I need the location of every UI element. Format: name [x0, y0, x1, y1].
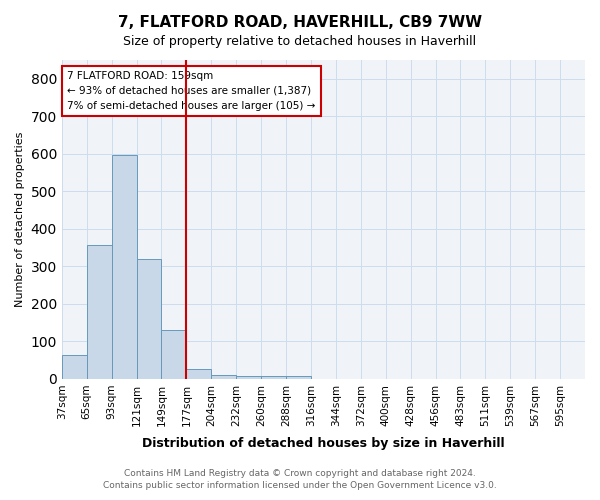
Text: Size of property relative to detached houses in Haverhill: Size of property relative to detached ho…	[124, 35, 476, 48]
Text: 7, FLATFORD ROAD, HAVERHILL, CB9 7WW: 7, FLATFORD ROAD, HAVERHILL, CB9 7WW	[118, 15, 482, 30]
Bar	[137, 259, 161, 379]
Bar	[187, 369, 211, 379]
Bar	[261, 376, 286, 379]
Y-axis label: Number of detached properties: Number of detached properties	[15, 132, 25, 307]
Bar	[112, 154, 137, 379]
Bar	[87, 244, 112, 379]
Bar	[236, 376, 261, 379]
X-axis label: Distribution of detached houses by size in Haverhill: Distribution of detached houses by size …	[142, 437, 505, 450]
Bar	[286, 376, 311, 379]
Bar	[161, 330, 187, 379]
Text: Contains HM Land Registry data © Crown copyright and database right 2024.
Contai: Contains HM Land Registry data © Crown c…	[103, 468, 497, 490]
Text: 7 FLATFORD ROAD: 159sqm
← 93% of detached houses are smaller (1,387)
7% of semi-: 7 FLATFORD ROAD: 159sqm ← 93% of detache…	[67, 71, 316, 111]
Bar	[62, 354, 87, 379]
Bar	[211, 375, 236, 379]
